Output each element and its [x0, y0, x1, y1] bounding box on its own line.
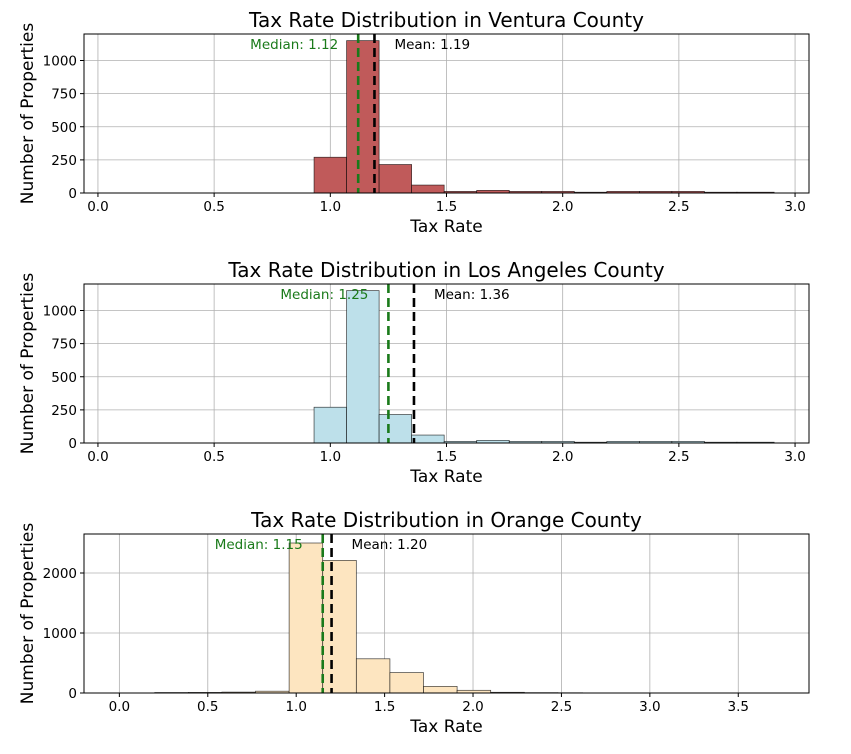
y-tick-label: 1000	[43, 626, 77, 642]
median-label: Median: 1.12	[250, 37, 338, 53]
x-tick-label: 3.0	[639, 699, 660, 715]
median-label: Median: 1.25	[280, 287, 368, 303]
histogram-panel-2: Median: 1.25 Mean: 1.36 0.0 0.5 1.0 1.5 2.0 2.5…	[18, 258, 809, 487]
chart-title: Tax Rate Distribution in Ventura County	[248, 8, 644, 32]
plot-frame	[84, 534, 809, 693]
x-tick-label: 2.0	[552, 199, 573, 215]
histogram-bar	[347, 291, 380, 443]
median-label: Median: 1.15	[215, 537, 303, 553]
x-tick-label: 1.0	[320, 199, 341, 215]
x-tick-label: 0.5	[197, 699, 218, 715]
mean-label: Mean: 1.20	[352, 537, 428, 553]
x-tick-label: 0.0	[109, 699, 130, 715]
y-tick-label: 750	[51, 337, 77, 353]
x-tick-label: 2.0	[552, 449, 573, 465]
x-axis-label: Tax Rate	[409, 217, 482, 237]
x-tick-label: 1.5	[374, 699, 395, 715]
histogram-bar	[323, 560, 357, 693]
histogram-bar	[390, 673, 424, 693]
y-tick-label: 500	[51, 120, 77, 136]
histogram-bar	[314, 407, 347, 443]
histogram-bar	[314, 157, 347, 193]
x-axis-label: Tax Rate	[409, 467, 482, 487]
y-tick-label: 750	[51, 87, 77, 103]
y-axis-label: Number of Properties	[18, 273, 38, 455]
x-tick-label: 2.0	[462, 699, 483, 715]
x-tick-label: 2.5	[668, 199, 689, 215]
x-tick-label: 2.5	[551, 699, 572, 715]
y-tick-label: 250	[51, 403, 77, 419]
x-tick-label: 0.5	[203, 449, 224, 465]
histogram-bar	[356, 659, 390, 693]
x-tick-label: 3.0	[784, 199, 805, 215]
x-tick-label: 1.0	[285, 699, 306, 715]
x-axis-label: Tax Rate	[409, 717, 482, 737]
histogram-bar	[379, 415, 412, 443]
x-tick-label: 2.5	[668, 449, 689, 465]
y-tick-label: 500	[51, 370, 77, 386]
histogram-bar	[379, 165, 412, 193]
x-tick-label: 3.0	[784, 449, 805, 465]
y-axis-label: Number of Properties	[18, 523, 38, 705]
x-tick-label: 3.5	[728, 699, 749, 715]
y-tick-label: 0	[68, 686, 77, 702]
y-tick-label: 1000	[43, 54, 77, 70]
histogram-bar	[424, 686, 458, 693]
histogram-panel-3: Median: 1.15 Mean: 1.20 0.0 0.5 1.0 1.5 2.0 2.5…	[18, 508, 809, 737]
x-tick-label: 1.5	[436, 199, 457, 215]
x-tick-label: 0.0	[87, 199, 108, 215]
y-tick-label: 0	[68, 186, 77, 202]
chart-title: Tax Rate Distribution in Los Angeles Cou…	[227, 258, 664, 282]
y-tick-label: 0	[68, 436, 77, 452]
x-tick-label: 0.0	[87, 449, 108, 465]
histogram-bar	[412, 435, 445, 443]
x-tick-label: 0.5	[203, 199, 224, 215]
histogram-bar	[412, 185, 445, 193]
y-axis-label: Number of Properties	[18, 23, 38, 205]
histogram-panel-1: Median: 1.12 Mean: 1.19 0.0 0.5 1.0 1.5 2.0 2.5…	[18, 8, 809, 237]
mean-label: Mean: 1.19	[394, 37, 470, 53]
y-tick-label: 250	[51, 153, 77, 169]
mean-label: Mean: 1.36	[434, 287, 510, 303]
chart-title: Tax Rate Distribution in Orange County	[250, 508, 642, 532]
y-tick-label: 1000	[43, 304, 77, 320]
y-tick-label: 2000	[43, 566, 77, 582]
x-tick-label: 1.0	[320, 449, 341, 465]
histogram-bar	[289, 543, 323, 693]
x-tick-label: 1.5	[436, 449, 457, 465]
